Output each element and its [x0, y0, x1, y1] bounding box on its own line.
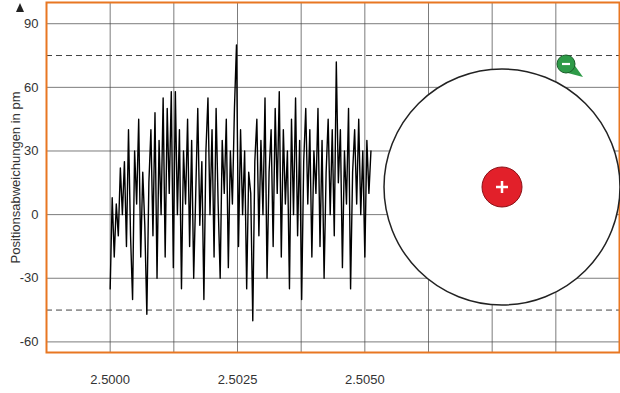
- svg-text:30: 30: [24, 143, 38, 158]
- svg-text:-60: -60: [20, 334, 39, 349]
- svg-text:0: 0: [31, 207, 38, 222]
- svg-text:2.5050: 2.5050: [345, 372, 385, 387]
- svg-text:2.5025: 2.5025: [218, 372, 258, 387]
- svg-text:-30: -30: [20, 270, 39, 285]
- svg-text:90: 90: [24, 16, 38, 31]
- svg-text:Positionsabweichungen in pm: Positionsabweichungen in pm: [8, 92, 23, 264]
- svg-text:2.5000: 2.5000: [90, 372, 130, 387]
- svg-text:60: 60: [24, 80, 38, 95]
